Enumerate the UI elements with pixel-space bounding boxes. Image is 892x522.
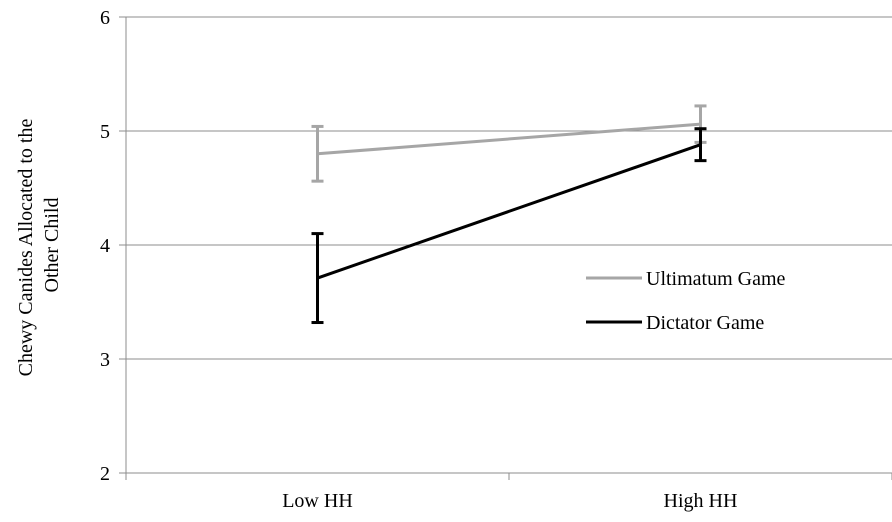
y-tick-labels: 2 3 4 5 6 [100, 7, 110, 485]
x-tick-label: High HH [664, 490, 738, 512]
y-tick-label: 2 [100, 463, 110, 485]
x-tick-labels: Low HH High HH [282, 490, 737, 512]
y-axis-title: Chewy Canides Allocated to the Other Chi… [15, 114, 63, 377]
y-tick-label: 3 [100, 349, 110, 371]
y-axis-title-line-1: Chewy Canides Allocated to the [15, 119, 37, 377]
axes [119, 16, 892, 480]
y-axis-title-line-2: Other Child [41, 198, 63, 293]
series-ultimatum-game [311, 104, 707, 183]
x-tick-label: Low HH [282, 490, 353, 512]
y-tick-label: 6 [100, 7, 110, 29]
legend-label: Ultimatum Game [646, 268, 786, 290]
legend: Ultimatum Game Dictator Game [586, 268, 786, 334]
series-dictator-game [311, 127, 707, 325]
legend-label: Dictator Game [646, 312, 764, 334]
y-tick-label: 4 [100, 235, 110, 257]
data-point [316, 152, 319, 156]
series-group [311, 104, 707, 325]
gridlines [126, 16, 892, 360]
series-line [317, 143, 701, 280]
series-line [317, 122, 701, 156]
data-point [316, 276, 319, 280]
y-tick-label: 5 [100, 121, 110, 143]
data-point [699, 143, 702, 147]
data-point [699, 122, 702, 126]
